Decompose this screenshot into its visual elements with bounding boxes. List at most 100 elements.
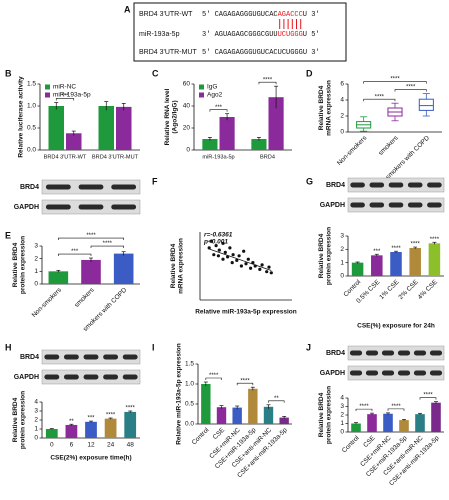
x-tick-label: smokers (377, 134, 400, 157)
legend-swatch (199, 92, 204, 98)
significance-bracket (55, 98, 75, 101)
legend-swatch (199, 84, 204, 90)
x-tick-label: 0 (50, 442, 54, 449)
blot-band (103, 354, 119, 360)
significance-label: **** (263, 77, 273, 83)
bar (251, 139, 267, 150)
sequence-part: 5' CAGAGAGGGUGUCACUCUGGGU 3' (202, 49, 320, 57)
blot-band (78, 204, 104, 210)
significance-marker: *** (373, 249, 381, 255)
significance-bracket (419, 397, 437, 400)
y-tick-label: 3 (340, 403, 344, 410)
sequence-part: 3' AGUAGAGCGGGCGUU (202, 31, 278, 39)
y-axis-label: protein expression (20, 236, 27, 294)
bar (409, 248, 421, 276)
bar (85, 421, 97, 438)
y-tick-label: 2 (34, 255, 38, 262)
y-tick-label: 0.0 (27, 147, 36, 154)
scatter-point (231, 253, 235, 257)
blot-band (350, 182, 365, 188)
x-tick-label: Non-smokers (31, 286, 64, 319)
blot-band (365, 370, 379, 376)
blot-band (388, 182, 404, 188)
legend-label: IgG (207, 84, 217, 91)
blot-band (429, 370, 443, 376)
x-tick-label: Control (191, 426, 211, 446)
bar (263, 406, 274, 424)
significance-marker: **** (106, 413, 116, 419)
y-axis-label: protein expression (326, 386, 333, 444)
significance-bracket (363, 81, 427, 84)
y-axis-label: Relative BRD4 (12, 397, 19, 442)
y-tick-label: 20 (183, 125, 191, 132)
scatter-point (249, 266, 253, 270)
bar (351, 262, 364, 276)
blot-band (349, 370, 363, 376)
blot-band (427, 202, 442, 208)
significance-marker: **** (411, 242, 421, 248)
blot-band (45, 184, 71, 190)
panel-label: B (5, 68, 12, 78)
blot-band (83, 374, 99, 380)
x-axis-label: Relative miR-193a-5p expression (195, 309, 297, 316)
scatter-point (267, 265, 271, 269)
blot-band (413, 350, 427, 356)
blot-label: BRD4 (20, 184, 39, 191)
y-tick-label: 0 (340, 129, 344, 136)
significance-label: **** (406, 85, 416, 91)
x-tick-label: BRD4 3'UTR-WT (44, 154, 87, 160)
scatter-point (212, 253, 216, 257)
x-tick-label: smokers (73, 286, 96, 309)
significance-label: **** (423, 393, 433, 399)
sequence-part: UCUGGG (278, 31, 303, 39)
blot-band (83, 354, 99, 360)
y-tick-label: 1.0 (27, 103, 36, 110)
significance-label: **** (86, 233, 96, 239)
legend-swatch (45, 84, 50, 90)
scatter-point (242, 249, 246, 253)
bar (367, 414, 377, 432)
blot-band (349, 350, 363, 356)
fit-line (209, 248, 272, 271)
panel-label: G (306, 176, 313, 186)
significance-bracket (90, 245, 124, 249)
bar (65, 424, 78, 438)
significance-label: **** (391, 404, 401, 410)
bar (279, 417, 289, 424)
sequence-box (133, 2, 347, 62)
sequence-part: U 5' (303, 31, 320, 39)
blot-band (78, 184, 104, 190)
blot-band (63, 374, 79, 380)
panel-label: E (5, 230, 11, 240)
y-tick-label: 3 (340, 233, 344, 240)
y-axis-label: Relative BRD4 (318, 85, 325, 130)
blot-band (44, 354, 60, 360)
y-tick-label: 0 (340, 273, 344, 280)
y-tick-label: 3 (34, 243, 38, 250)
y-tick-label: 4 (34, 399, 38, 406)
scatter-point (207, 246, 211, 250)
bar (268, 97, 284, 150)
legend-label: miR-NC (53, 84, 76, 91)
x-axis-label: CSE(%) exposure for 24h (357, 323, 435, 330)
panel-label: D (306, 68, 313, 78)
blot-band (427, 182, 442, 188)
significance-label: **** (240, 378, 250, 384)
significance-label: *** (71, 249, 79, 255)
x-tick-label: Non-smokers (336, 134, 369, 167)
y-axis-label: Relative miR-193a-5p expression (176, 343, 183, 445)
y-tick-label: 0 (34, 281, 38, 288)
x-tick-label: 12 (87, 442, 95, 449)
significance-bracket (387, 408, 405, 411)
significance-label: *** (61, 94, 69, 100)
y-axis-label: Relative BRD4 (318, 233, 325, 278)
bar (390, 252, 402, 276)
scatter-point (226, 255, 230, 259)
x-tick-label: 6 (70, 442, 74, 449)
blot-band (44, 374, 60, 380)
y-tick-label: 2 (340, 412, 344, 419)
significance-marker: **** (126, 406, 136, 412)
scatter-point (260, 263, 264, 267)
bar (219, 117, 235, 150)
